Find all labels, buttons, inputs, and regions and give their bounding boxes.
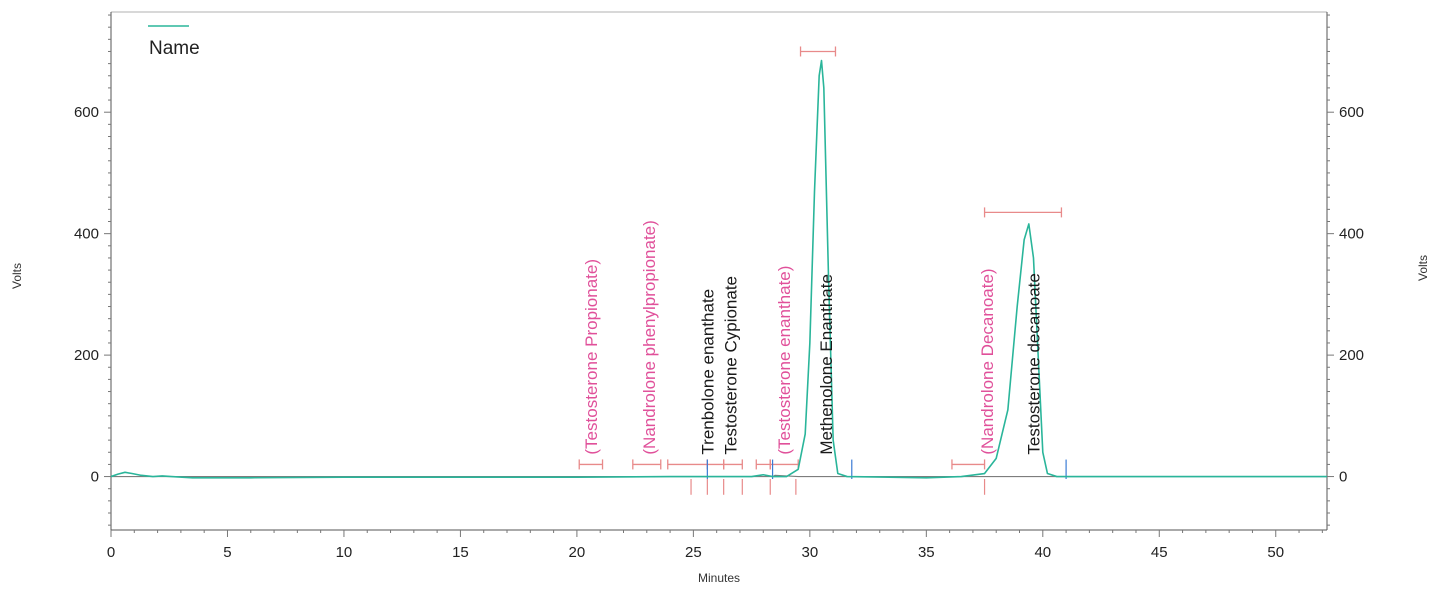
peak-label: (Nandrolone Decanoate)	[978, 268, 997, 454]
y-axis-title-right: Volts	[1416, 255, 1430, 281]
y-tick-label-right: 400	[1339, 226, 1364, 243]
x-tick-label: 25	[685, 544, 702, 561]
integration-range	[723, 459, 743, 470]
x-tick-label: 15	[452, 544, 469, 561]
y-axis-title-left: Volts	[10, 263, 24, 289]
peak-label: (Testosterone Propionate)	[582, 259, 601, 455]
x-tick-label: 30	[802, 544, 819, 561]
y-tick-label-left: 600	[74, 104, 99, 121]
integration-range	[951, 459, 986, 470]
peak-label: Testosterone decanoate	[1025, 273, 1044, 454]
peak-label: (Nandrolone phenylpropionate)	[640, 220, 659, 454]
x-tick-label: 20	[569, 544, 586, 561]
integration-range	[706, 459, 725, 470]
x-tick-label: 5	[223, 544, 231, 561]
x-tick-label: 45	[1151, 544, 1168, 561]
integration-range	[667, 459, 709, 470]
integration-range	[632, 459, 662, 470]
peak-label: (Testosterone enanthate)	[775, 266, 794, 455]
y-tick-label-left: 0	[91, 469, 99, 486]
y-tick-label-left: 400	[74, 226, 99, 243]
x-tick-label: 35	[918, 544, 935, 561]
y-tick-label-right: 0	[1339, 469, 1347, 486]
integration-ranges	[578, 46, 1063, 470]
left-y-axis: 0 200 400 600	[74, 14, 111, 526]
peak-annotations: (Testosterone Propionate) (Nandrolone phe…	[582, 220, 1044, 454]
baseline-markers	[690, 459, 1067, 495]
y-tick-label-right: 600	[1339, 104, 1364, 121]
integration-range	[983, 207, 1063, 218]
chromatogram-trace	[110, 59, 1327, 479]
integration-range	[769, 459, 799, 470]
x-axis-title: Minutes	[698, 571, 740, 585]
plot-frame	[110, 11, 1328, 531]
integration-range	[755, 459, 771, 470]
right-y-axis: 0 200 400 600	[1327, 14, 1364, 526]
peak-label: Trenbolone enanthate	[698, 289, 717, 455]
x-tick-label: 50	[1267, 544, 1284, 561]
y-tick-label-left: 200	[74, 347, 99, 364]
x-axis: 0 5 10 15 20 25 30 35 40 45 50	[107, 530, 1323, 561]
y-tick-label-right: 200	[1339, 347, 1364, 364]
x-tick-label: 40	[1034, 544, 1051, 561]
x-tick-label: 0	[107, 544, 115, 561]
peak-label: Methenolone Enanthate	[817, 274, 836, 455]
integration-range	[578, 459, 604, 470]
legend: Name	[148, 25, 200, 59]
chromatogram-traces	[110, 59, 1327, 479]
legend-label: Name	[149, 38, 200, 59]
peak-label: Testosterone Cypionate	[722, 276, 741, 455]
x-tick-label: 10	[336, 544, 353, 561]
integration-range	[799, 46, 837, 57]
